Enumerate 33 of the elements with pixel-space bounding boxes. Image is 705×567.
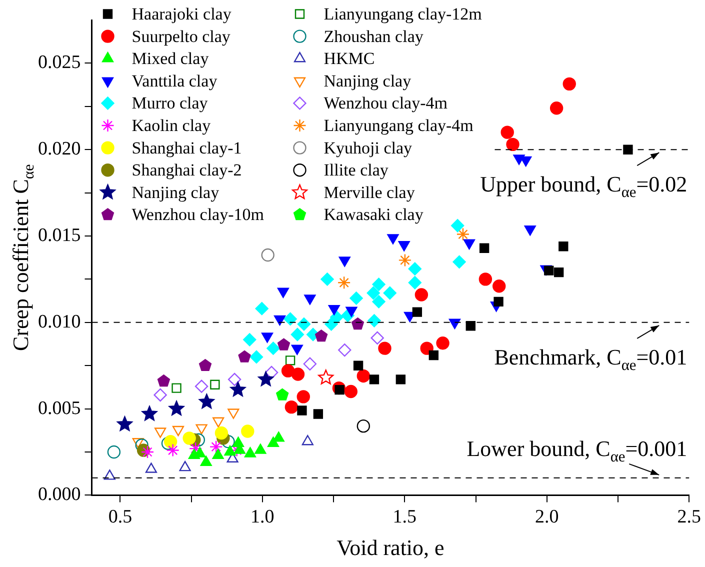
legend-label: Murro clay [132, 94, 208, 113]
x-tick-label: 1.0 [250, 506, 274, 528]
legend-label: Wenzhou clay-10m [132, 205, 264, 224]
legend-label: Mixed clay [132, 49, 210, 68]
legend-label: Shanghai clay-2 [132, 160, 242, 180]
y-tick-label: 0.010 [38, 311, 81, 332]
x-tick-label: 0.5 [108, 506, 132, 528]
x-tick-label: 2.5 [677, 506, 701, 528]
legend-label: Nanjing clay [132, 182, 220, 202]
x-axis-title: Void ratio, e [336, 535, 444, 560]
legend-label: Vanttila clay [132, 71, 218, 90]
legend-label: Nanjing clay [324, 71, 412, 90]
x-tick-label: 1.5 [392, 506, 417, 528]
legend-label: Suurpelto clay [132, 26, 231, 46]
legend-label: Shanghai clay-1 [132, 138, 242, 158]
y-axis-title: Creep coefficient Cαe [8, 164, 38, 351]
legend-label: Haarajoki clay [132, 4, 232, 24]
y-tick-label: 0.015 [38, 224, 81, 246]
legend-label: Kawasaki clay [324, 205, 424, 224]
y-tick-label: 0.000 [38, 484, 81, 506]
y-tick-label: 0.020 [38, 138, 81, 160]
y-tick-label: 0.025 [38, 52, 81, 74]
legend-label: HKMC [324, 49, 375, 68]
legend-label: Illite clay [324, 160, 389, 180]
legend-label: Lianyungang clay-4m [324, 116, 474, 135]
legend-label: Lianyungang clay-12m [324, 4, 482, 24]
legend-label: Kaolin clay [132, 116, 212, 135]
legend-label: Zhoushan clay [324, 26, 424, 46]
legend-label: Kyuhoji clay [324, 138, 413, 158]
y-tick-label: 0.005 [38, 398, 81, 419]
legend-label: Wenzhou clay-4m [324, 94, 448, 113]
x-tick-label: 2.0 [535, 506, 559, 528]
legend-label: Merville clay [324, 182, 416, 202]
